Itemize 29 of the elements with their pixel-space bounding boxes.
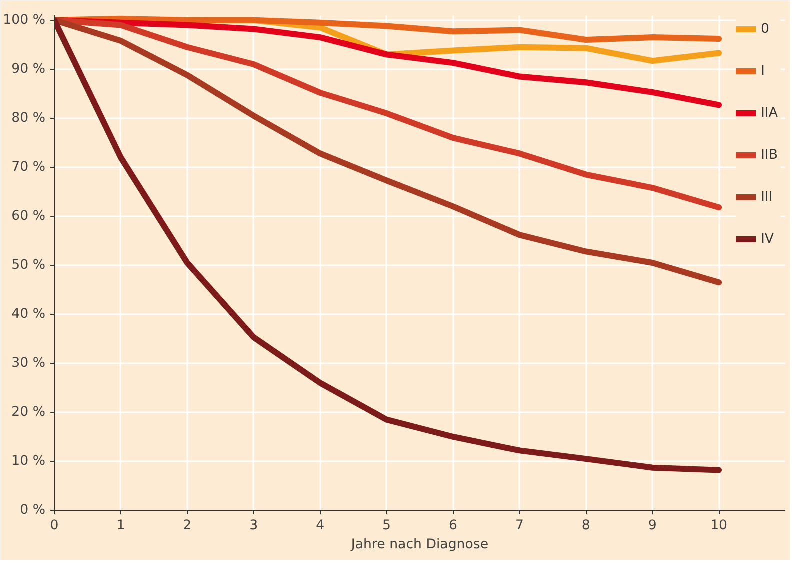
x-tick-label: 2: [183, 518, 192, 534]
x-tick-label: 0: [50, 518, 59, 534]
legend-label: IV: [761, 232, 776, 246]
y-tick-label: 30 %: [12, 356, 46, 371]
x-tick-label: 9: [648, 518, 657, 534]
legend-label: 0: [761, 22, 770, 36]
x-tick-label: 8: [582, 518, 590, 534]
y-tick-label: 0 %: [20, 503, 46, 518]
legend-label: IIB: [761, 148, 780, 162]
y-tick-label: 20 %: [12, 404, 46, 420]
x-tick-label: 4: [316, 518, 325, 534]
y-tick-label: 80 %: [12, 110, 46, 126]
x-axis-title: Jahre nach Diagnose: [350, 538, 489, 552]
x-tick-label: 3: [250, 518, 258, 534]
legend-label: III: [761, 190, 774, 204]
y-tick-label: 50 %: [12, 258, 46, 273]
y-tick-label: 100 %: [3, 12, 46, 28]
y-tick-label: 10 %: [12, 454, 46, 469]
y-tick-label: 60 %: [12, 208, 46, 224]
x-tick-label: 5: [382, 518, 392, 534]
legend-label: IIA: [761, 106, 779, 120]
y-tick-label: 70 %: [12, 160, 46, 175]
x-tick-label: 7: [515, 518, 524, 534]
x-tick-label: 1: [116, 518, 126, 534]
y-tick-label: 90 %: [12, 62, 46, 77]
y-tick-label: 40 %: [12, 306, 46, 322]
x-tick-label: 10: [710, 518, 728, 534]
legend-label: I: [761, 64, 766, 78]
x-tick-label: 6: [448, 518, 458, 534]
